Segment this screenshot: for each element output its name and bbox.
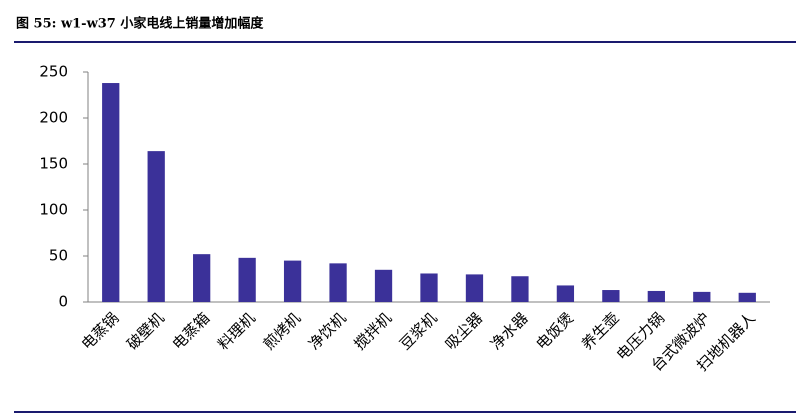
y-tick-label: 250: [39, 63, 68, 81]
bar: [556, 285, 575, 302]
chart-title: 图 55: w1-w37 小家电线上销量增加幅度: [16, 16, 264, 32]
bar: [283, 260, 302, 302]
x-tick-label: 养生壶: [578, 309, 623, 354]
x-tick-label: 电蒸箱: [169, 309, 214, 354]
y-tick-label: 100: [39, 201, 68, 219]
bar: [147, 151, 165, 302]
bar: [420, 273, 438, 302]
bar: [374, 269, 393, 302]
x-tick-label: 净水器: [487, 309, 532, 354]
x-tick-label: 料理机: [214, 309, 259, 354]
x-tick-label: 电饭煲: [532, 309, 577, 354]
bar: [738, 292, 756, 302]
bar: [465, 274, 484, 302]
bar: [238, 257, 256, 302]
x-tick-label: 豆浆机: [396, 309, 441, 354]
x-tick-label: 吸尘器: [442, 309, 487, 354]
bar: [193, 254, 211, 302]
y-tick-label: 200: [39, 109, 68, 127]
x-tick-label: 电蒸锅: [78, 309, 123, 354]
y-tick-label: 150: [39, 155, 68, 173]
bar: [647, 290, 665, 302]
x-tick-label: 搅拌机: [351, 309, 396, 354]
bar: [693, 291, 711, 302]
y-tick-label: 50: [49, 247, 68, 265]
x-tick-label: 煎烤机: [260, 309, 305, 354]
y-tick-label: 0: [58, 293, 68, 311]
bar: [602, 290, 620, 302]
bar: [329, 263, 347, 302]
x-tick-label: 净饮机: [305, 309, 350, 354]
x-tick-label: 破壁机: [123, 309, 168, 354]
bar: [102, 83, 120, 302]
bar: [511, 276, 529, 302]
